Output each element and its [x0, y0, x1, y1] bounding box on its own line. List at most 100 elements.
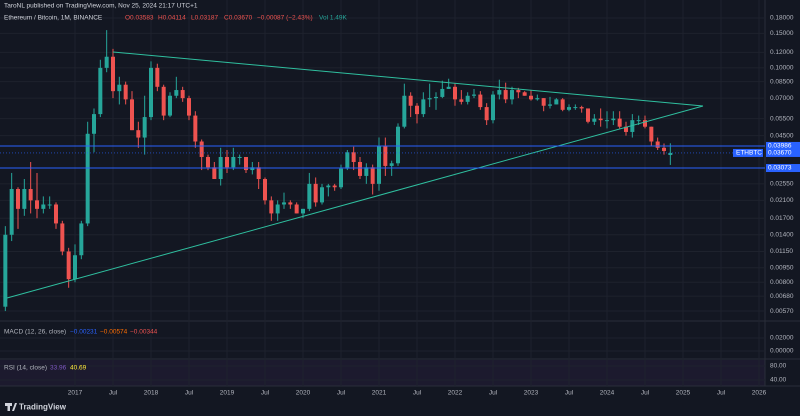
x-tick-label: 2026 [752, 390, 767, 397]
x-tick-label: 2023 [524, 390, 539, 397]
candle-body [111, 56, 115, 92]
grid [0, 0, 765, 386]
candle-body [446, 86, 451, 89]
candle-body [548, 104, 552, 106]
y-tick-label: 0.02550 [770, 181, 794, 188]
candle-body [351, 152, 356, 162]
candle-body [16, 189, 20, 209]
ohlc-header: O0.03583 H0.04114 L0.03187 C0.03670 −0.00087… [125, 15, 347, 22]
candle-body [47, 204, 52, 206]
last-label-bg [766, 148, 800, 157]
y-tick-label: 0.08500 [770, 78, 794, 85]
logo-mark [7, 403, 10, 411]
candle-body [250, 167, 255, 171]
x-tick-label: Jul [109, 390, 118, 397]
candle-body [41, 204, 46, 209]
y-tick-label: 0.15000 [770, 30, 794, 37]
x-tick-label: 2020 [296, 390, 311, 397]
candle-body [294, 204, 299, 214]
trendline [6, 105, 704, 299]
candle-body [478, 94, 483, 108]
ohlc-value: C0.03670 [224, 15, 253, 22]
candle-body [193, 115, 198, 142]
candle-body [516, 90, 521, 93]
candle-body [73, 255, 77, 280]
x-tick-label: Jul [185, 390, 194, 397]
candle-body [611, 118, 616, 121]
candle-body [617, 118, 622, 127]
candle-body [142, 117, 147, 138]
candle-body [497, 90, 502, 95]
candle-body [510, 90, 514, 100]
x-tick-label: Jul [413, 390, 422, 397]
x-tick-label: Jul [489, 390, 498, 397]
candle-body [396, 126, 400, 164]
candle-body [415, 105, 419, 115]
candle-body [503, 90, 508, 100]
candle-body [244, 156, 248, 171]
candle-body [275, 204, 280, 214]
candle-body [9, 189, 14, 235]
candle-body [130, 99, 134, 131]
candle-body [313, 183, 318, 203]
candle-body [136, 130, 141, 138]
candle-body [117, 84, 122, 92]
candle-body [522, 92, 527, 96]
macd-value: −0.00231 [70, 329, 98, 336]
x-tick-label: Jul [641, 390, 650, 397]
candle-body [269, 200, 274, 214]
candle-body [28, 189, 33, 201]
y-tick-label: 0.05500 [770, 115, 794, 122]
candle-body [535, 98, 540, 100]
candle-body [155, 67, 160, 87]
macd-value: −0.00344 [130, 329, 158, 336]
x-tick-label: 2018 [144, 390, 159, 397]
candle-body [79, 223, 84, 256]
candle-body [421, 99, 426, 115]
candle-body [605, 120, 609, 122]
candle-body [624, 126, 628, 132]
candle-body [573, 107, 578, 109]
ohlc-value: O0.03583 [125, 15, 154, 22]
x-tick-label: 2017 [68, 390, 83, 397]
last-label-bg [733, 148, 763, 157]
candle-body [567, 107, 571, 110]
candle-body [484, 107, 489, 121]
y-tick-label: 0.00000 [770, 348, 794, 355]
candle-body [345, 152, 350, 169]
candle-body [472, 94, 476, 96]
candle-body [92, 114, 96, 134]
candle-body [206, 156, 210, 168]
candle-body [3, 234, 8, 307]
y-tick-label: 0.02000 [770, 335, 794, 342]
trendline [112, 51, 704, 107]
rsi-pane [0, 360, 765, 386]
candle-body [491, 94, 495, 121]
candle-body [440, 88, 445, 97]
candle-body [579, 107, 584, 109]
overlays: 0.03986 0.03073 ETHBTC 0.03670 [0, 141, 800, 173]
macd-title: MACD (12, 26, close) [4, 329, 66, 336]
candle-body [180, 90, 185, 99]
candle-body [408, 95, 413, 106]
ohlc-value: L0.03187 [191, 15, 218, 22]
candle-body [649, 126, 654, 142]
candle-body [662, 147, 666, 151]
candle-body [560, 99, 565, 110]
candle-body [630, 120, 635, 132]
x-tick-label: 2019 [220, 390, 235, 397]
footer-brand: TradingView [19, 403, 67, 412]
candle-body [358, 161, 362, 176]
candle-body [465, 95, 470, 102]
y-tick-label: 0.00680 [770, 293, 794, 300]
y-tick-label: 0.00950 [770, 264, 794, 271]
candle-body [104, 56, 109, 68]
y-tick-label: 0.00800 [770, 279, 794, 286]
ohlc-value: H0.04114 [158, 15, 186, 22]
candle-body [98, 67, 103, 115]
candle-body [301, 208, 305, 214]
candle-body [402, 95, 407, 127]
volume: Vol 1.49K [319, 15, 347, 22]
y-tick-label: 40.00 [770, 377, 787, 384]
